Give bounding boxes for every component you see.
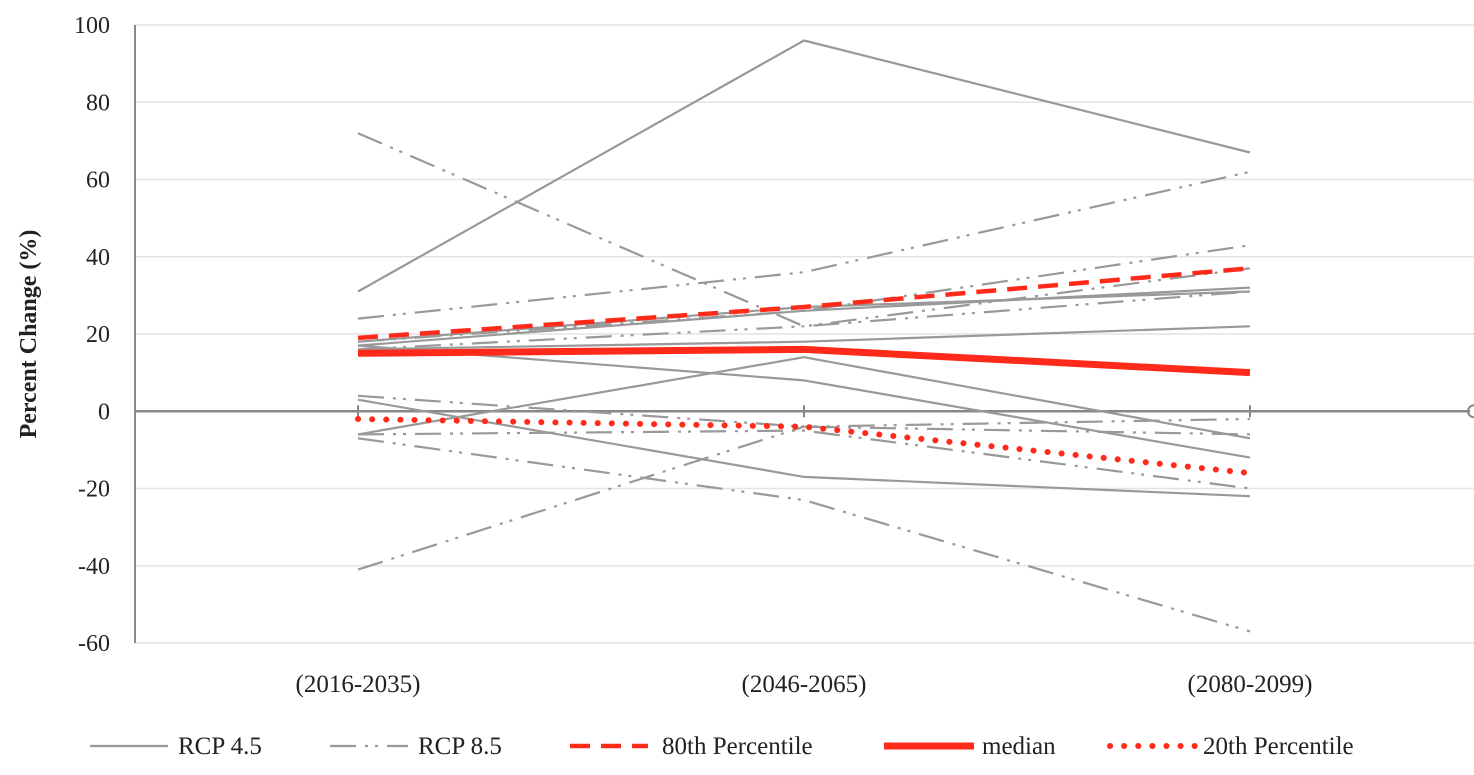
legend-item-rcp85: RCP 8.5	[330, 733, 502, 760]
y-tick-label: 100	[74, 13, 110, 39]
series-line-rcp85	[357, 170, 1251, 320]
legend-label: 80th Percentile	[662, 733, 813, 760]
axes	[134, 25, 1474, 643]
series-line-rcp45	[357, 325, 1251, 351]
gridlines	[135, 24, 1474, 644]
series-line-median	[357, 345, 1251, 377]
x-axis-end-marker	[1467, 404, 1474, 419]
series-line-p20	[355, 416, 1253, 477]
legend: RCP 4.5 RCP 8.5 80th Percentile median 20th …	[90, 733, 1354, 760]
legend-item-median: median	[884, 733, 1056, 760]
series-line-rcp85	[357, 437, 1251, 633]
x-tick-label: (2046-2065)	[742, 671, 867, 698]
series-line-rcp45	[357, 398, 1251, 498]
y-tick-label: 40	[86, 245, 110, 271]
y-tick-label: 20	[86, 322, 110, 348]
y-tick-label: 80	[86, 90, 110, 116]
percentile-series-lines	[355, 266, 1253, 477]
y-tick-labels: 100 80 60 40 20 0 -20 -40 -60	[74, 13, 110, 657]
gray-series-lines	[357, 39, 1251, 633]
legend-label: median	[982, 733, 1056, 760]
y-tick-label: 0	[98, 399, 110, 425]
y-tick-label: 60	[86, 168, 110, 194]
series-line-rcp45	[357, 356, 1251, 440]
legend-label: 20th Percentile	[1203, 733, 1354, 760]
series-line-rcp45	[357, 286, 1251, 347]
x-tick-labels: (2016-2035) (2046-2065) (2080-2099)	[296, 671, 1313, 698]
legend-label: RCP 8.5	[418, 733, 502, 760]
series-line-rcp85	[357, 394, 1251, 436]
legend-item-p80: 80th Percentile	[570, 733, 813, 760]
y-axis-title: Percent Change (%)	[16, 230, 42, 439]
legend-item-rcp45: RCP 4.5	[90, 733, 262, 760]
legend-item-p20: 20th Percentile	[1107, 733, 1354, 760]
legend-label: RCP 4.5	[178, 733, 262, 760]
series-line-rcp85	[357, 417, 1251, 571]
x-tick-label: (2080-2099)	[1188, 671, 1313, 698]
series-line-rcp85	[357, 429, 1251, 490]
x-tick-label: (2016-2035)	[296, 671, 421, 698]
y-tick-label: -20	[78, 477, 110, 503]
y-tick-label: -40	[78, 554, 110, 580]
series-line-rcp85	[357, 244, 1251, 343]
series-line-rcp85	[357, 290, 1251, 351]
series-line-rcp45	[357, 39, 1251, 293]
series-line-rcp85	[357, 132, 1251, 328]
y-tick-label: -60	[78, 631, 110, 657]
series-line-p80	[357, 266, 1251, 341]
